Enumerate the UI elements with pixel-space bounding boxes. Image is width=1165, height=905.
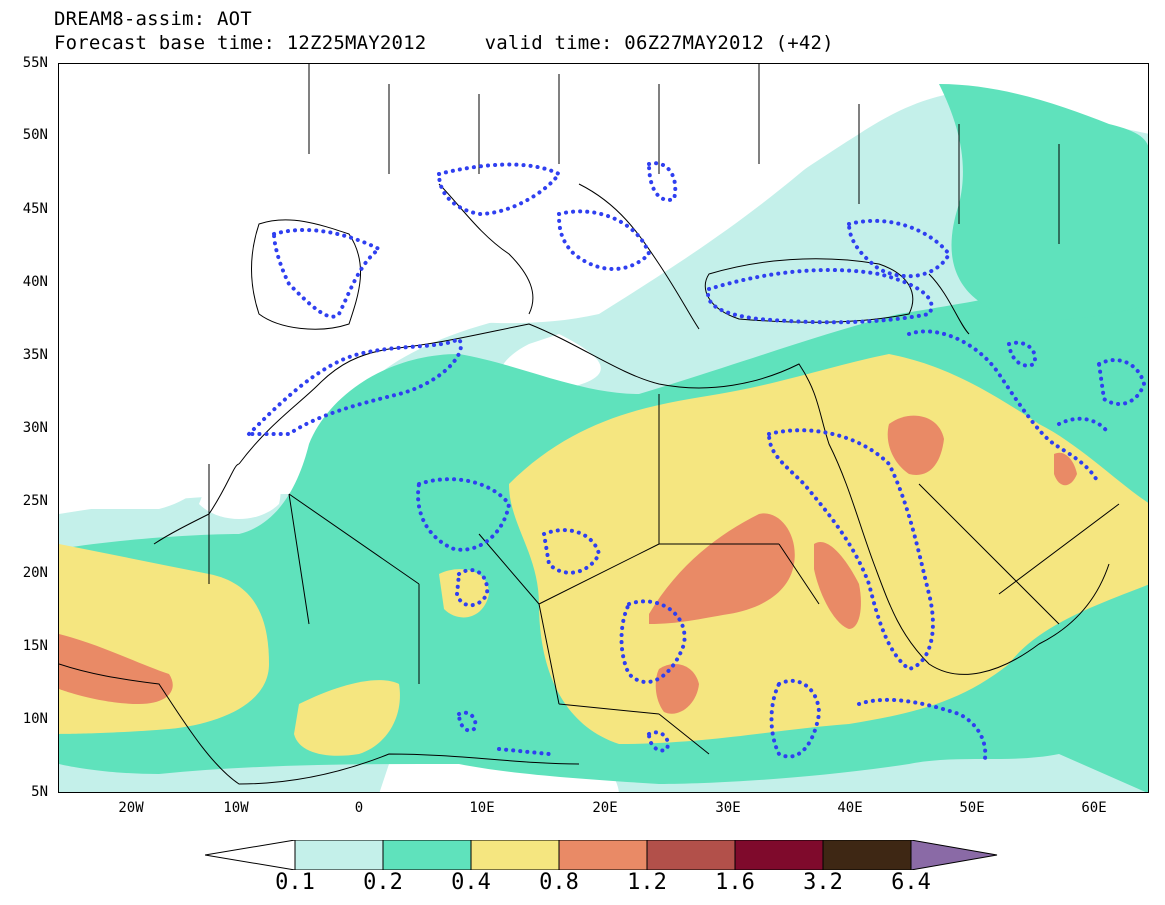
colorbar-label-3.2: 3.2 (803, 870, 843, 895)
colorbar-bin-0.2-0.4 (382, 840, 472, 870)
colorbar-label-6.4: 6.4 (891, 870, 931, 895)
colorbar-label-0.8: 0.8 (539, 870, 579, 895)
lat-label-55n: 55N (22, 55, 48, 71)
lat-label-50n: 50N (22, 127, 48, 143)
lat-label-30n: 30N (22, 420, 48, 436)
colorbar-label-0.1: 0.1 (275, 870, 315, 895)
lon-label-20e: 20E (592, 800, 618, 816)
colorbar-bin-0.8-1.2 (558, 840, 648, 870)
aot-map (58, 63, 1149, 793)
colorbar-label-1.6: 1.6 (715, 870, 755, 895)
aot-contour-0.8 (59, 415, 1077, 714)
lat-label-15n: 15N (22, 638, 48, 654)
colorbar-bin-1.2-1.6 (646, 840, 736, 870)
lon-label-60e: 60E (1081, 800, 1107, 816)
lon-label-30e: 30E (715, 800, 741, 816)
colorbar-bin-0.4-0.8 (470, 840, 560, 870)
colorbar-under-triangle (205, 840, 296, 870)
lon-label-10w: 10W (223, 800, 249, 816)
colorbar-bin-0.1-0.2 (294, 840, 384, 870)
lat-label-5n: 5N (31, 784, 48, 800)
aot-map-svg (59, 64, 1148, 792)
colorbar-label-0.2: 0.2 (363, 870, 403, 895)
aot-colorbar (205, 840, 998, 870)
lat-label-20n: 20N (22, 565, 48, 581)
colorbar-bin-3.2-6.4 (822, 840, 912, 870)
lon-label-40e: 40E (837, 800, 863, 816)
lon-label-20w: 20W (118, 800, 144, 816)
lat-label-45n: 45N (22, 201, 48, 217)
chart-subtitle: Forecast base time: 12Z25MAY2012 valid t… (54, 32, 834, 54)
colorbar-label-0.4: 0.4 (451, 870, 491, 895)
lat-label-40n: 40N (22, 274, 48, 290)
lat-label-10n: 10N (22, 711, 48, 727)
lon-label-0: 0 (354, 800, 364, 816)
lat-label-35n: 35N (22, 347, 48, 363)
lon-label-10e: 10E (469, 800, 495, 816)
lat-label-25n: 25N (22, 493, 48, 509)
dotted-contours (244, 161, 1147, 766)
lon-label-50e: 50E (959, 800, 985, 816)
chart-title: DREAM8-assim: AOT (54, 8, 252, 30)
colorbar-over-triangle (910, 840, 998, 870)
colorbar-bin-1.6-3.2 (734, 840, 824, 870)
colorbar-label-1.2: 1.2 (627, 870, 667, 895)
